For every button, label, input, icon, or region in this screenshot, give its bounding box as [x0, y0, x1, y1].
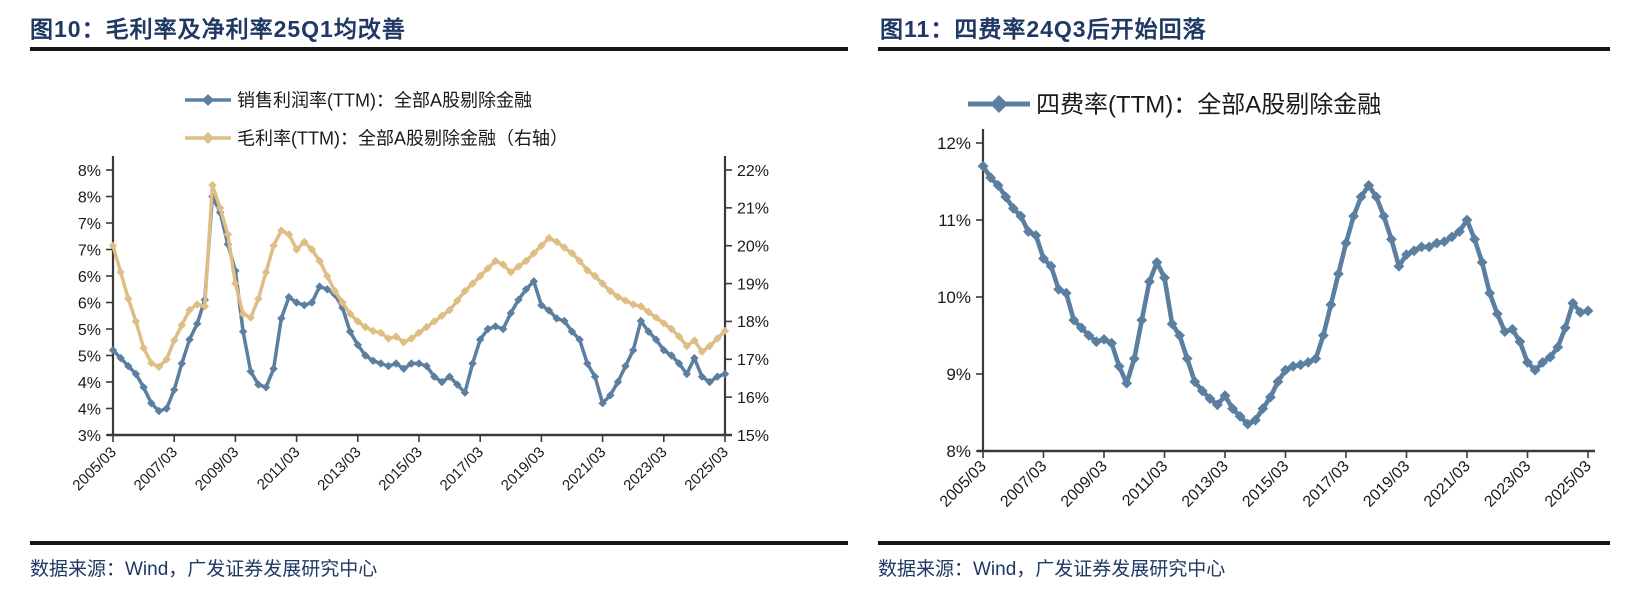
- y-axis-labels: 12% 11% 10% 9% 8%: [937, 134, 971, 461]
- svg-text:22%: 22%: [737, 163, 769, 180]
- svg-text:9%: 9%: [946, 365, 971, 384]
- svg-text:10%: 10%: [937, 288, 971, 307]
- series-four-fee-ratio-line: [981, 164, 1589, 427]
- svg-text:2017/03: 2017/03: [1300, 458, 1353, 511]
- svg-text:2019/03: 2019/03: [1360, 458, 1413, 511]
- legend-item-net-profit-margin[interactable]: 销售利润率(TTM)：全部A股剔除金融: [185, 90, 532, 110]
- figure-11-plot: 12% 11% 10% 9% 8%2005/03 2007/03 2009/03 2011/0…: [937, 91, 1595, 511]
- figure-10-title: 图10：毛利率及净利率25Q1均改善: [30, 16, 406, 42]
- svg-text:7%: 7%: [78, 242, 101, 259]
- figure-10-plot: 8% 8% 7% 7% 6% 6% 5% 5% 4% 4% 3% 22% 21% 20% 19% 18% 17%…: [69, 90, 769, 494]
- svg-text:5%: 5%: [78, 348, 101, 365]
- svg-text:2011/03: 2011/03: [1119, 458, 1171, 510]
- svg-text:2015/03: 2015/03: [375, 444, 425, 494]
- svg-text:12%: 12%: [937, 134, 971, 153]
- legend-label: 毛利率(TTM)：全部A股剔除金融（右轴）: [237, 128, 568, 148]
- svg-text:2023/03: 2023/03: [1481, 458, 1534, 511]
- figure-11-title: 图11：四费率24Q3后开始回落: [880, 16, 1207, 42]
- svg-text:19%: 19%: [737, 276, 769, 293]
- legend-diamond-icon: [990, 95, 1008, 113]
- svg-text:6%: 6%: [78, 269, 101, 286]
- axes: [976, 129, 1595, 458]
- svg-text:2017/03: 2017/03: [437, 444, 487, 494]
- series-four-fee-ratio: [977, 160, 1594, 430]
- svg-text:2011/03: 2011/03: [254, 444, 304, 494]
- svg-text:21%: 21%: [737, 201, 769, 218]
- figure-11-chart: 12% 11% 10% 9% 8% 2005/03 2007/03 2009/03 2011/0…: [820, 60, 1640, 535]
- svg-text:2007/03: 2007/03: [997, 458, 1050, 511]
- svg-text:2021/03: 2021/03: [559, 444, 609, 494]
- x-axis-labels: 2005/03 2007/03 2009/03 2011/03 2013/03 2015/…: [937, 458, 1595, 511]
- svg-text:2021/03: 2021/03: [1421, 458, 1474, 511]
- series-gross-margin: [108, 180, 730, 372]
- figure-11-panel: 图11：四费率24Q3后开始回落 12% 11% 10% 9% 8% 2005/03 200…: [820, 0, 1640, 604]
- svg-text:2013/03: 2013/03: [1179, 458, 1232, 511]
- svg-text:8%: 8%: [78, 163, 101, 180]
- legend-diamond-icon: [202, 132, 214, 144]
- svg-text:2005/03: 2005/03: [937, 458, 990, 511]
- series-gross-margin-markers: [108, 180, 730, 372]
- axes: [106, 156, 732, 442]
- svg-text:16%: 16%: [737, 390, 769, 407]
- svg-text:2009/03: 2009/03: [1058, 458, 1111, 511]
- figure-10-bottom-rule: [30, 541, 848, 545]
- svg-text:18%: 18%: [737, 314, 769, 331]
- legend-item-gross-margin[interactable]: 毛利率(TTM)：全部A股剔除金融（右轴）: [185, 128, 568, 148]
- svg-text:2023/03: 2023/03: [620, 444, 670, 494]
- legend-diamond-icon: [202, 94, 214, 106]
- figure-10-title-rule: [30, 47, 848, 51]
- svg-text:17%: 17%: [737, 352, 769, 369]
- svg-text:20%: 20%: [737, 238, 769, 255]
- svg-text:8%: 8%: [946, 442, 971, 461]
- figure-10-source-note: 数据来源：Wind，广发证券发展研究中心: [30, 559, 378, 580]
- svg-text:15%: 15%: [737, 428, 769, 445]
- svg-text:4%: 4%: [78, 375, 101, 392]
- svg-text:8%: 8%: [78, 189, 101, 206]
- svg-text:2019/03: 2019/03: [498, 444, 548, 494]
- svg-text:2025/03: 2025/03: [1542, 458, 1595, 511]
- legend-label: 四费率(TTM)：全部A股剔除金融: [1036, 91, 1381, 118]
- legend-item-four-fee-ratio[interactable]: 四费率(TTM)：全部A股剔除金融: [968, 91, 1381, 118]
- svg-text:2005/03: 2005/03: [69, 444, 119, 494]
- svg-text:2007/03: 2007/03: [131, 444, 181, 494]
- svg-text:2015/03: 2015/03: [1239, 458, 1292, 511]
- svg-text:4%: 4%: [78, 401, 101, 418]
- svg-text:3%: 3%: [78, 428, 101, 445]
- series-four-fee-ratio-markers: [977, 160, 1594, 430]
- figure-11-source-note: 数据来源：Wind，广发证券发展研究中心: [878, 559, 1226, 580]
- figure-11-bottom-rule: [878, 541, 1610, 545]
- legend: 四费率(TTM)：全部A股剔除金融: [968, 91, 1381, 118]
- series-net-profit-margin: [108, 192, 730, 416]
- figure-10-chart: 8% 8% 7% 7% 6% 6% 5% 5% 4% 4% 3% 22% 21% 20% 19% 18% 17%…: [0, 60, 820, 535]
- figure-11-title-rule: [878, 47, 1610, 51]
- y-axis-labels: 8% 8% 7% 7% 6% 6% 5% 5% 4% 4% 3% 22% 21% 20% 19% 18% 17%…: [78, 163, 769, 445]
- legend-label: 销售利润率(TTM)：全部A股剔除金融: [237, 90, 532, 110]
- svg-text:2009/03: 2009/03: [192, 444, 242, 494]
- svg-text:6%: 6%: [78, 295, 101, 312]
- svg-text:11%: 11%: [938, 211, 971, 230]
- svg-text:7%: 7%: [78, 216, 101, 233]
- svg-text:2013/03: 2013/03: [314, 444, 364, 494]
- svg-text:2025/03: 2025/03: [681, 444, 731, 494]
- figure-10-panel: 图10：毛利率及净利率25Q1均改善 8% 8% 7% 7% 6% 6% 5% 5% 4% 4% 3…: [0, 16, 848, 580]
- svg-text:5%: 5%: [78, 322, 101, 339]
- x-axis-labels: 2005/03 2007/03 2009/03 2011/03 2013/03 2015/…: [69, 444, 731, 494]
